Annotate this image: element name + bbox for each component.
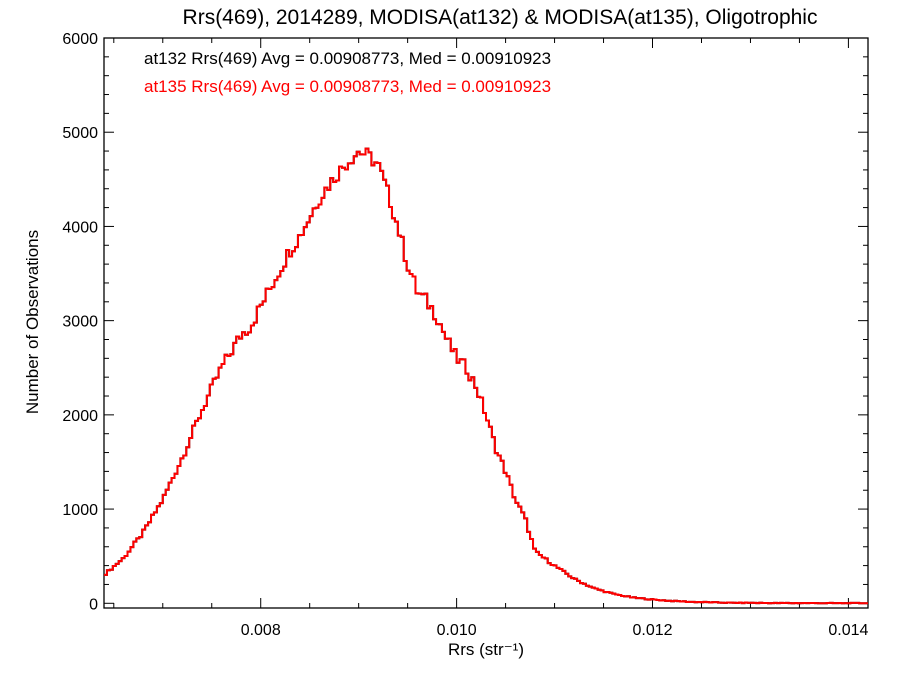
y-tick-label: 3000 bbox=[62, 314, 98, 331]
y-tick-label: 1000 bbox=[62, 502, 98, 519]
annotation-at135: at135 Rrs(469) Avg = 0.00908773, Med = 0… bbox=[144, 77, 551, 96]
x-axis-label: Rrs (str⁻¹) bbox=[448, 640, 524, 659]
y-tick-label: 4000 bbox=[62, 219, 98, 236]
x-tick-label: 0.010 bbox=[437, 622, 477, 639]
y-tick-label: 5000 bbox=[62, 125, 98, 142]
y-axis-label: Number of Observations bbox=[23, 230, 42, 414]
annotation-at132: at132 Rrs(469) Avg = 0.00908773, Med = 0… bbox=[144, 49, 551, 68]
x-tick-label: 0.008 bbox=[241, 622, 281, 639]
tick-labels: 0.008 0.010 0.012 0.014 0 1000 2000 3000 4000 500… bbox=[62, 31, 868, 639]
y-tick-label: 0 bbox=[89, 596, 98, 613]
axis-ticks bbox=[104, 37, 868, 608]
series-line-1 bbox=[104, 147, 868, 605]
plot-frame bbox=[103, 37, 869, 609]
y-tick-label: 6000 bbox=[62, 31, 98, 48]
y-tick-label: 2000 bbox=[62, 408, 98, 425]
chart-title: Rrs(469), 2014289, MODISA(at132) & MODIS… bbox=[183, 6, 818, 29]
series-layer bbox=[104, 147, 868, 605]
x-tick-label: 0.014 bbox=[828, 622, 868, 639]
x-tick-label: 0.012 bbox=[632, 622, 672, 639]
